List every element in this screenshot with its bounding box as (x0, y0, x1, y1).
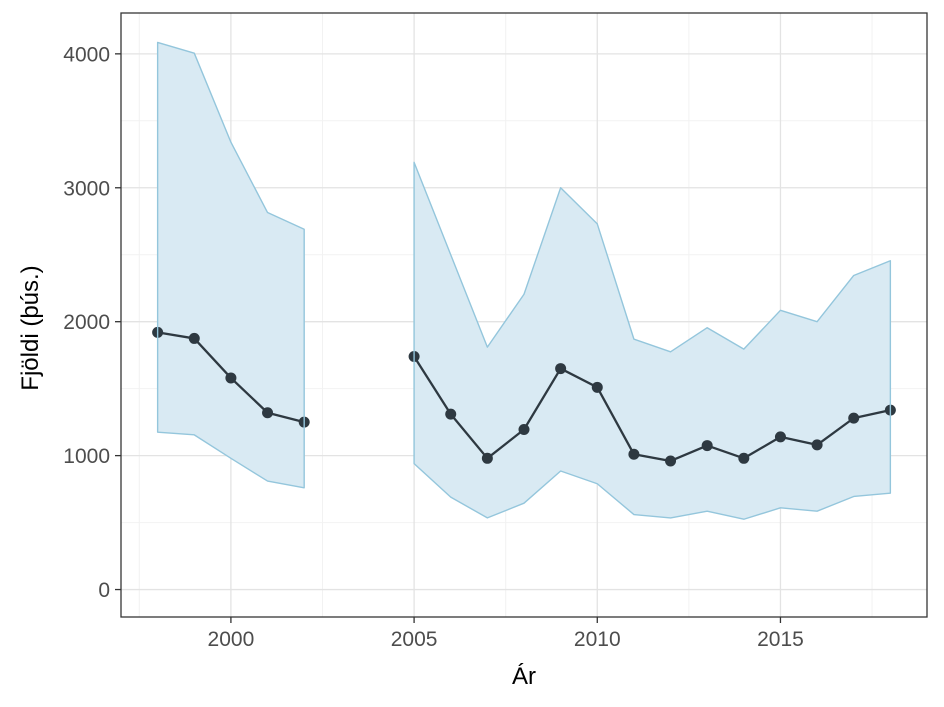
panel-border (120, 12, 928, 618)
y-tick-label: 4000 (63, 43, 110, 66)
x-tick-label: 2010 (574, 628, 621, 651)
data-point (848, 412, 860, 424)
data-point (701, 440, 713, 452)
data-point (445, 408, 457, 420)
data-point (225, 372, 237, 384)
ribbon-outline (156, 41, 305, 489)
data-point (555, 363, 567, 375)
x-axis-title: Ár (512, 663, 536, 690)
y-tick-label: 0 (98, 579, 110, 602)
data-point (481, 452, 493, 464)
ribbon-outline (413, 161, 892, 520)
data-point (591, 381, 603, 393)
trend-line (413, 355, 891, 463)
data-point (665, 455, 677, 467)
data-point (774, 431, 786, 443)
x-tick-label: 2015 (757, 628, 804, 651)
y-tick-label: 1000 (63, 445, 110, 468)
confidence-ribbon (414, 162, 891, 520)
data-point (628, 448, 640, 460)
data-point (188, 332, 200, 344)
data-point (262, 407, 274, 419)
x-tick-label: 2005 (391, 628, 438, 651)
data-point (518, 424, 530, 436)
axis-layer: 2000 2005 2010 2015 0 1000 2000 3000 4000 (63, 43, 804, 651)
data-point (811, 439, 823, 451)
data-point (738, 452, 750, 464)
y-tick-label: 2000 (63, 311, 110, 334)
confidence-ribbon (157, 42, 305, 488)
y-axis-title: Fjöldi (þús.) (17, 265, 44, 390)
y-tick-label: 3000 (63, 177, 110, 200)
x-tick-label: 2000 (208, 628, 255, 651)
series-layer (152, 41, 896, 520)
